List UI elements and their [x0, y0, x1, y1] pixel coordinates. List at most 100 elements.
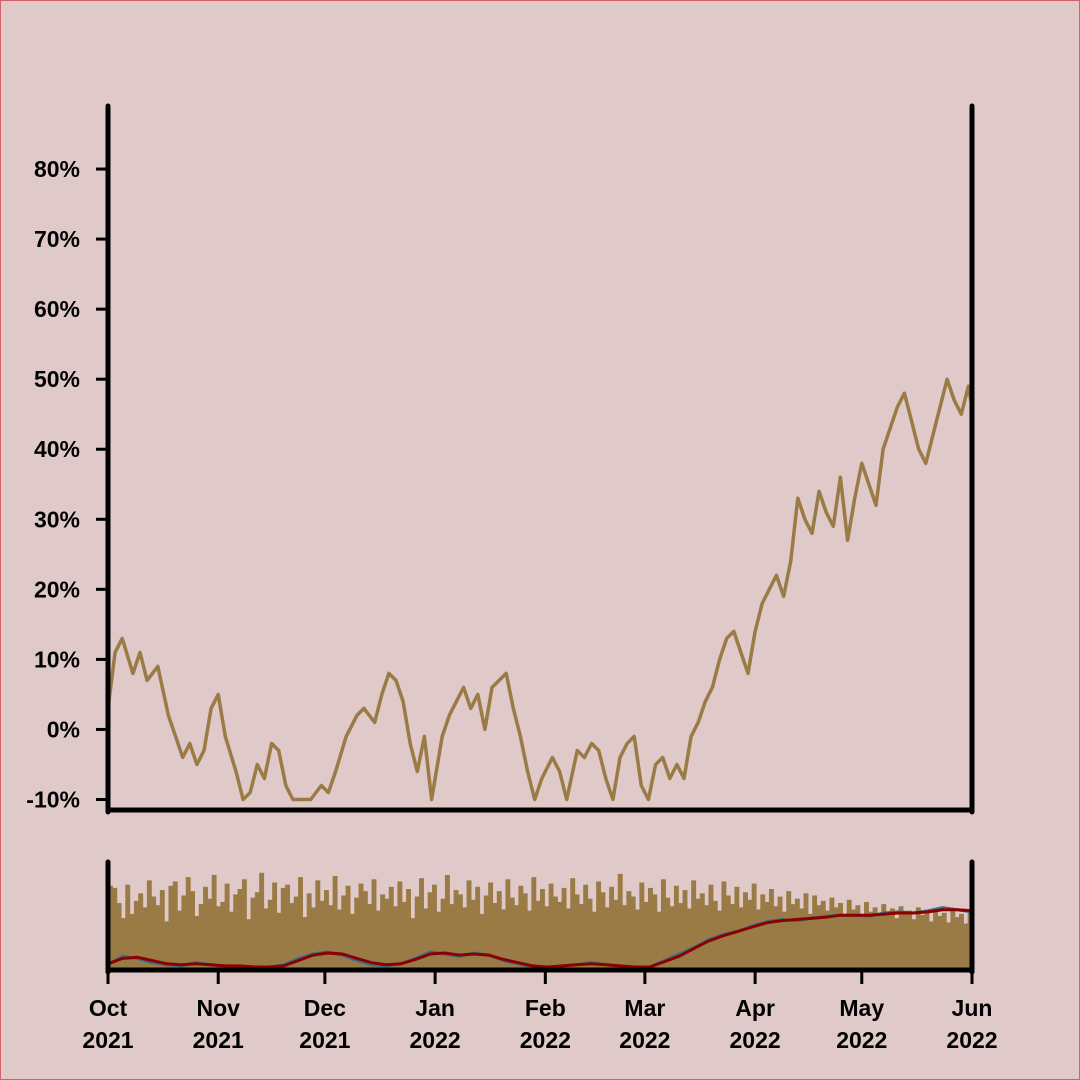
- volume-bar: [172, 881, 178, 970]
- volume-bar: [492, 903, 498, 970]
- volume-bar: [522, 893, 528, 970]
- volume-bar: [146, 880, 152, 970]
- volume-bar: [756, 909, 761, 970]
- y-tick-labels: -10% 0% 10% 20% 30% 40% 50% 60% 70% 80%: [26, 156, 80, 812]
- x-tick-year: 2022: [520, 1027, 571, 1053]
- volume-bar: [211, 874, 217, 970]
- volume-bar: [920, 914, 926, 970]
- volume-bar: [220, 901, 226, 970]
- x-tick-month: May: [839, 995, 884, 1021]
- volume-bar: [345, 885, 351, 970]
- volume-bar: [902, 913, 908, 970]
- volume-bar: [302, 917, 308, 970]
- x-tick-month: Jan: [415, 995, 455, 1021]
- volume-bar: [488, 882, 494, 970]
- volume-bar: [280, 887, 286, 970]
- volume-bar: [181, 895, 187, 970]
- volume-bar: [466, 880, 472, 970]
- volume-bar: [561, 887, 567, 970]
- volume-bar: [311, 907, 316, 970]
- volume-bar: [509, 897, 515, 970]
- volume-bar: [371, 879, 377, 970]
- volume-bar: [272, 882, 278, 970]
- volume-bar: [764, 901, 770, 970]
- x-tick-year: 2022: [836, 1027, 887, 1053]
- volume-bar: [708, 884, 714, 970]
- volume-bar: [527, 910, 532, 970]
- volume-bar: [440, 898, 446, 970]
- volume-bar: [535, 900, 541, 970]
- volume-bar: [336, 909, 342, 970]
- volume-bar: [721, 881, 727, 970]
- volume-bar: [155, 905, 161, 970]
- x-tick-labels: Oct 2021 Nov 2021 Dec 2021 Jan 2022 Feb 2022 Mar 20…: [82, 995, 997, 1053]
- volume-bar: [790, 904, 796, 970]
- volume-bar: [380, 894, 386, 970]
- volume-bar: [483, 895, 489, 970]
- volume-axes: [105, 859, 975, 984]
- volume-bar: [833, 907, 839, 970]
- x-tick-year: 2021: [193, 1027, 244, 1053]
- x-tick-month: Oct: [89, 995, 128, 1021]
- volume-bar: [462, 907, 468, 970]
- volume-bar: [950, 910, 956, 970]
- volume-bar: [125, 884, 131, 970]
- volume-bar: [652, 894, 658, 970]
- volume-bar: [354, 897, 360, 970]
- volume-bar: [384, 898, 390, 970]
- volume-bar: [885, 912, 891, 970]
- volume-bar: [872, 907, 878, 970]
- volume-bar: [587, 898, 593, 970]
- volume-bar: [937, 916, 943, 970]
- volume-bar: [185, 877, 191, 970]
- y-tick-label: 50%: [34, 366, 80, 392]
- volume-bar: [224, 883, 230, 970]
- volume-bar: [444, 874, 450, 970]
- volume-bar: [941, 912, 947, 970]
- volume-bar: [120, 918, 126, 970]
- volume-bar: [133, 900, 139, 970]
- volume-bar: [803, 893, 809, 970]
- volume-bar: [924, 911, 930, 970]
- volume-bar: [807, 913, 813, 970]
- volume-bar: [142, 907, 148, 970]
- volume-bar: [410, 918, 416, 970]
- volume-bar: [894, 918, 900, 970]
- volume-bar: [699, 893, 705, 970]
- volume-bar: [838, 903, 843, 970]
- volume-bar: [414, 896, 420, 970]
- volume-bar: [129, 913, 135, 970]
- volume-bar: [540, 889, 545, 970]
- volume-bar: [306, 893, 312, 970]
- y-tick-label: 80%: [34, 156, 80, 182]
- volume-bar: [574, 894, 580, 970]
- volume-bar: [237, 889, 243, 970]
- volume-bar: [786, 891, 792, 970]
- volume-bar: [946, 922, 951, 970]
- volume-panel: Oct 2021 Nov 2021 Dec 2021 Jan 2022 Feb 2022 Mar 20…: [82, 859, 998, 1053]
- volume-bars: [108, 872, 973, 970]
- volume-bar: [777, 896, 783, 970]
- main-axes: [105, 103, 975, 815]
- volume-bar: [768, 889, 774, 970]
- volume-line-slow: [107, 908, 973, 969]
- volume-bar: [332, 876, 338, 970]
- volume-bar: [228, 911, 234, 970]
- x-tick-month: Dec: [304, 995, 346, 1021]
- volume-bar: [583, 884, 589, 970]
- volume-bar: [254, 892, 260, 970]
- volume-bar: [496, 891, 502, 970]
- volume-bar: [570, 878, 576, 970]
- volume-bar: [479, 913, 485, 970]
- volume-bar: [436, 911, 442, 970]
- volume-bar: [263, 908, 269, 970]
- volume-bar: [401, 901, 407, 970]
- volume-bar: [514, 905, 519, 970]
- x-tick-year: 2022: [730, 1027, 781, 1053]
- volume-bar: [635, 909, 640, 970]
- volume-bar: [427, 892, 433, 970]
- volume-bar: [591, 911, 597, 970]
- volume-bar: [820, 900, 826, 970]
- x-tick-year: 2021: [299, 1027, 350, 1053]
